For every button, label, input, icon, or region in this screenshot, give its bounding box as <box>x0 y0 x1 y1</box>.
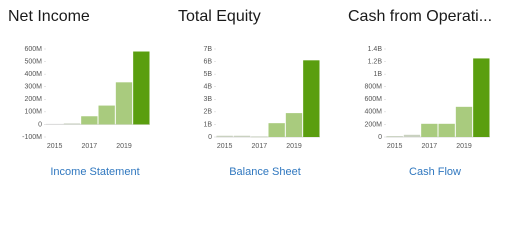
x-tick-label: 2017 <box>252 143 268 150</box>
x-tick-label: 2015 <box>217 143 233 150</box>
x-tick-label: 2019 <box>116 143 132 150</box>
y-tick-label: 200M <box>364 121 382 128</box>
y-tick-label: -100M <box>22 134 42 141</box>
x-tick-label: 2015 <box>387 143 403 150</box>
x-tick-label: 2019 <box>456 143 472 150</box>
y-tick-label: 600M <box>364 96 382 103</box>
bar <box>115 82 133 125</box>
bar <box>455 106 473 137</box>
y-tick-label: 7B <box>203 46 212 53</box>
bar <box>438 123 455 137</box>
bar <box>421 123 438 137</box>
financial-charts: Net Income -100M 0 100M 200M 300M 400M 500M 600M… <box>8 8 492 178</box>
bar <box>216 135 233 137</box>
y-tick-label: 3B <box>203 96 212 103</box>
y-tick-label: 0 <box>208 134 212 141</box>
chart-title: Total Equity <box>178 8 261 25</box>
x-tick-label: 2017 <box>82 143 98 150</box>
y-tick-label: 500M <box>24 58 42 65</box>
statement-link[interactable]: Balance Sheet <box>229 166 301 178</box>
bar <box>268 123 285 137</box>
y-tick-label: 300M <box>24 84 42 91</box>
y-tick-label: 800M <box>364 84 382 91</box>
bar <box>98 105 115 125</box>
x-tick-label: 2017 <box>422 143 438 150</box>
x-tick-label: 2019 <box>286 143 302 150</box>
y-tick-label: 2B <box>203 109 212 116</box>
bar <box>285 113 303 137</box>
y-tick-label: 6B <box>203 58 212 65</box>
bar <box>403 134 421 137</box>
bar <box>473 58 490 137</box>
chart-title: Cash from Operati... <box>348 8 492 25</box>
y-tick-label: 0 <box>378 134 382 141</box>
y-tick-label: 200M <box>24 96 42 103</box>
y-tick-label: 1.2B <box>368 58 383 65</box>
bar <box>386 136 403 138</box>
statement-link[interactable]: Income Statement <box>50 166 139 178</box>
y-tick-label: 1B <box>373 71 382 78</box>
y-tick-label: 4B <box>203 84 212 91</box>
bar <box>81 116 98 125</box>
bar <box>63 123 81 125</box>
bar <box>233 135 251 137</box>
y-tick-label: 100M <box>24 109 42 116</box>
y-tick-label: 0 <box>38 121 42 128</box>
y-tick-label: 600M <box>24 46 42 53</box>
chart-title: Net Income <box>8 8 90 25</box>
y-tick-label: 1.4B <box>368 46 383 53</box>
y-tick-label: 400M <box>24 71 42 78</box>
statement-link[interactable]: Cash Flow <box>409 166 461 178</box>
x-tick-label: 2015 <box>47 143 63 150</box>
bar <box>251 136 268 138</box>
bar <box>133 51 150 125</box>
bar <box>303 60 320 137</box>
y-tick-label: 5B <box>203 71 212 78</box>
y-tick-label: 400M <box>364 109 382 116</box>
y-tick-label: 1B <box>203 121 212 128</box>
